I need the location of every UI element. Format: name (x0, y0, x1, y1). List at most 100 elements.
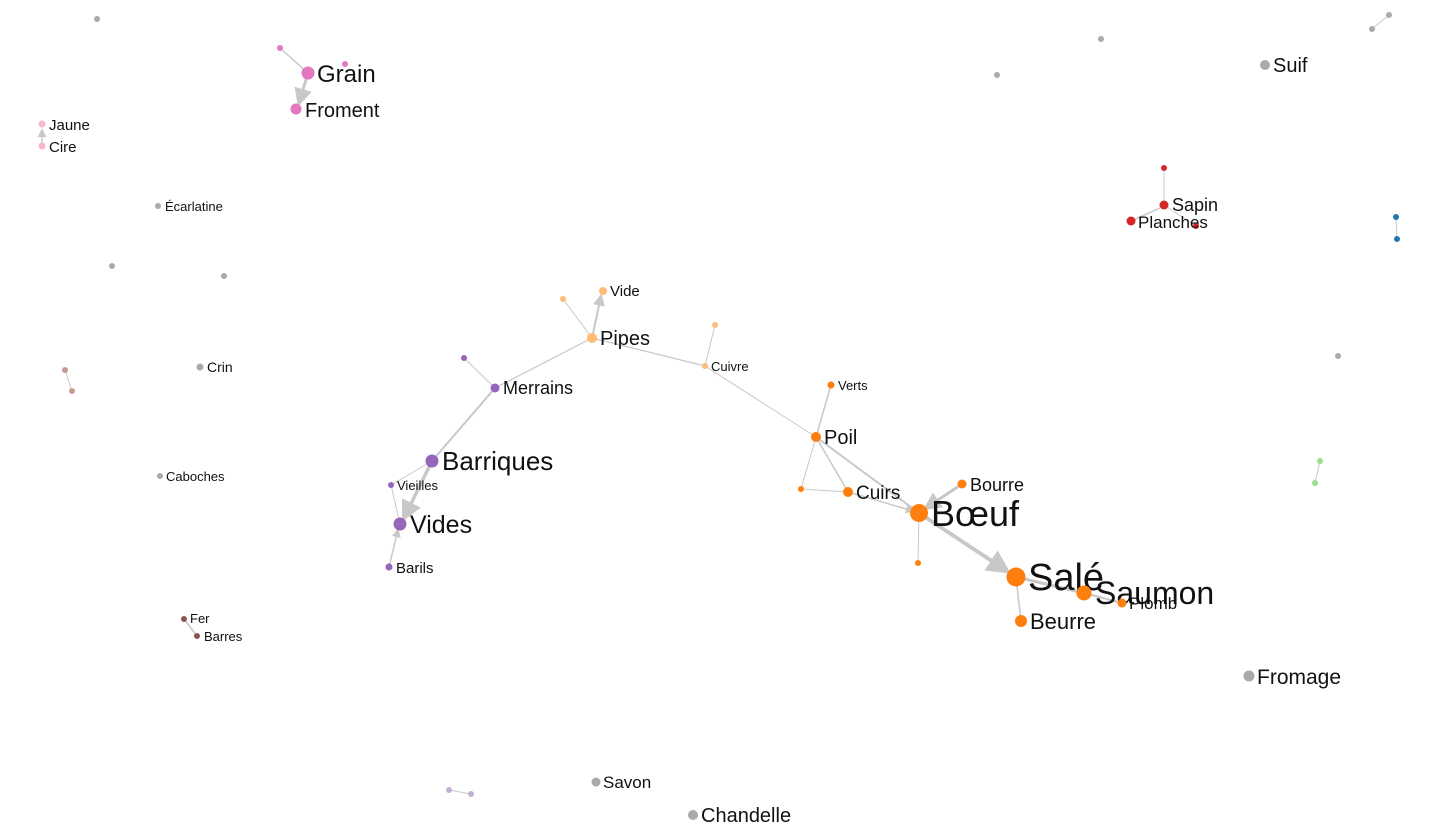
label-suif: Suif (1273, 55, 1308, 77)
label-fromage: Fromage (1257, 666, 1341, 689)
node-vieilles[interactable] (388, 482, 394, 488)
label-chandelle: Chandelle (701, 805, 791, 827)
graph-node[interactable] (109, 263, 115, 269)
edge (923, 482, 963, 510)
edge (390, 460, 433, 486)
nodes-layer: Grain Froment Jaune Cire Écarlatine Crin… (38, 12, 1400, 827)
node-cire[interactable] (38, 142, 46, 150)
graph-node[interactable] (798, 486, 804, 492)
graph-node[interactable] (62, 367, 68, 373)
graph-node[interactable] (1393, 214, 1399, 220)
edge (704, 324, 716, 367)
label-bourre: Bourre (970, 475, 1024, 495)
node-poil[interactable] (811, 432, 821, 442)
node-barriques[interactable] (425, 454, 439, 468)
node-barils[interactable] (385, 563, 393, 571)
label-caboches: Caboches (166, 469, 225, 484)
node-fromage[interactable] (1243, 670, 1255, 682)
graph-node[interactable] (94, 16, 100, 22)
graph-node[interactable] (712, 322, 718, 328)
edge (1314, 460, 1321, 484)
label-planches: Planches (1138, 213, 1208, 232)
edge (1015, 575, 1085, 595)
label-barils: Barils (396, 560, 434, 577)
node-pipes[interactable] (587, 333, 597, 343)
node-crin[interactable] (196, 363, 204, 371)
label-sale: Salé (1028, 557, 1104, 599)
edge (704, 365, 817, 438)
node-jaune[interactable] (38, 120, 46, 128)
node-cuivre[interactable] (702, 363, 708, 369)
label-vides: Vides (410, 511, 472, 539)
edge (390, 484, 401, 525)
node-saumon[interactable] (1076, 585, 1092, 601)
edge (847, 491, 915, 514)
graph-node[interactable] (1394, 236, 1400, 242)
node-merrains[interactable] (490, 383, 500, 393)
graph-node[interactable] (1369, 26, 1375, 32)
node-beurre[interactable] (1015, 615, 1027, 627)
label-vieilles: Vieilles (397, 478, 438, 493)
label-poil: Poil (824, 427, 857, 449)
label-savon: Savon (603, 773, 651, 792)
edge (1371, 14, 1390, 30)
label-jaune: Jaune (49, 117, 90, 134)
node-caboches[interactable] (157, 473, 163, 479)
node-boeuf[interactable] (910, 504, 928, 522)
label-beurre: Beurre (1030, 609, 1096, 634)
node-barres[interactable] (194, 633, 200, 639)
node-sapin[interactable] (1159, 200, 1169, 210)
edge (463, 357, 496, 389)
edges-layer (37, 14, 1398, 795)
graph-node[interactable] (446, 787, 452, 793)
graph-node[interactable] (1193, 223, 1199, 229)
label-saumon: Saumon (1095, 575, 1214, 611)
graph-node[interactable] (560, 296, 566, 302)
graph-node[interactable] (468, 791, 474, 797)
node-savon[interactable] (591, 777, 601, 787)
label-vide: Vide (610, 283, 640, 300)
graph-node[interactable] (1312, 480, 1318, 486)
graph-node[interactable] (1098, 36, 1104, 42)
graph-node[interactable] (69, 388, 75, 394)
node-cuirs[interactable] (843, 487, 853, 497)
label-plomb: Plomb (1129, 594, 1177, 613)
label-sapin: Sapin (1172, 195, 1218, 215)
graph-node[interactable] (1335, 353, 1341, 359)
node-froment[interactable] (290, 103, 302, 115)
node-chandelle[interactable] (688, 810, 698, 820)
label-grain: Grain (317, 61, 376, 88)
graph-node[interactable] (915, 560, 921, 566)
graph-node[interactable] (1317, 458, 1323, 464)
graph-node[interactable] (1386, 12, 1392, 18)
node-planches[interactable] (1126, 216, 1136, 226)
node-ecarlatine[interactable] (155, 203, 161, 209)
label-cire: Cire (49, 139, 77, 156)
graph-node[interactable] (342, 61, 348, 67)
node-fer[interactable] (181, 616, 187, 622)
node-plomb[interactable] (1117, 598, 1127, 608)
edge (1163, 204, 1197, 227)
graph-node[interactable] (1161, 165, 1167, 171)
edge (1395, 216, 1398, 240)
edge (64, 369, 73, 392)
edge (591, 337, 706, 367)
edge (431, 387, 496, 462)
graph-node[interactable] (221, 273, 227, 279)
node-vides[interactable] (393, 517, 407, 531)
graph-node[interactable] (994, 72, 1000, 78)
label-crin: Crin (207, 359, 233, 375)
label-boeuf: Bœuf (931, 493, 1020, 534)
node-suif[interactable] (1260, 60, 1270, 70)
edge (494, 337, 593, 389)
node-sale[interactable] (1006, 567, 1026, 587)
node-vide[interactable] (599, 287, 607, 295)
graph-node[interactable] (461, 355, 467, 361)
graph-node[interactable] (277, 45, 283, 51)
edge (815, 384, 832, 438)
node-verts[interactable] (827, 381, 835, 389)
label-merrains: Merrains (503, 378, 573, 398)
node-grain[interactable] (301, 66, 315, 80)
node-bourre[interactable] (957, 479, 967, 489)
